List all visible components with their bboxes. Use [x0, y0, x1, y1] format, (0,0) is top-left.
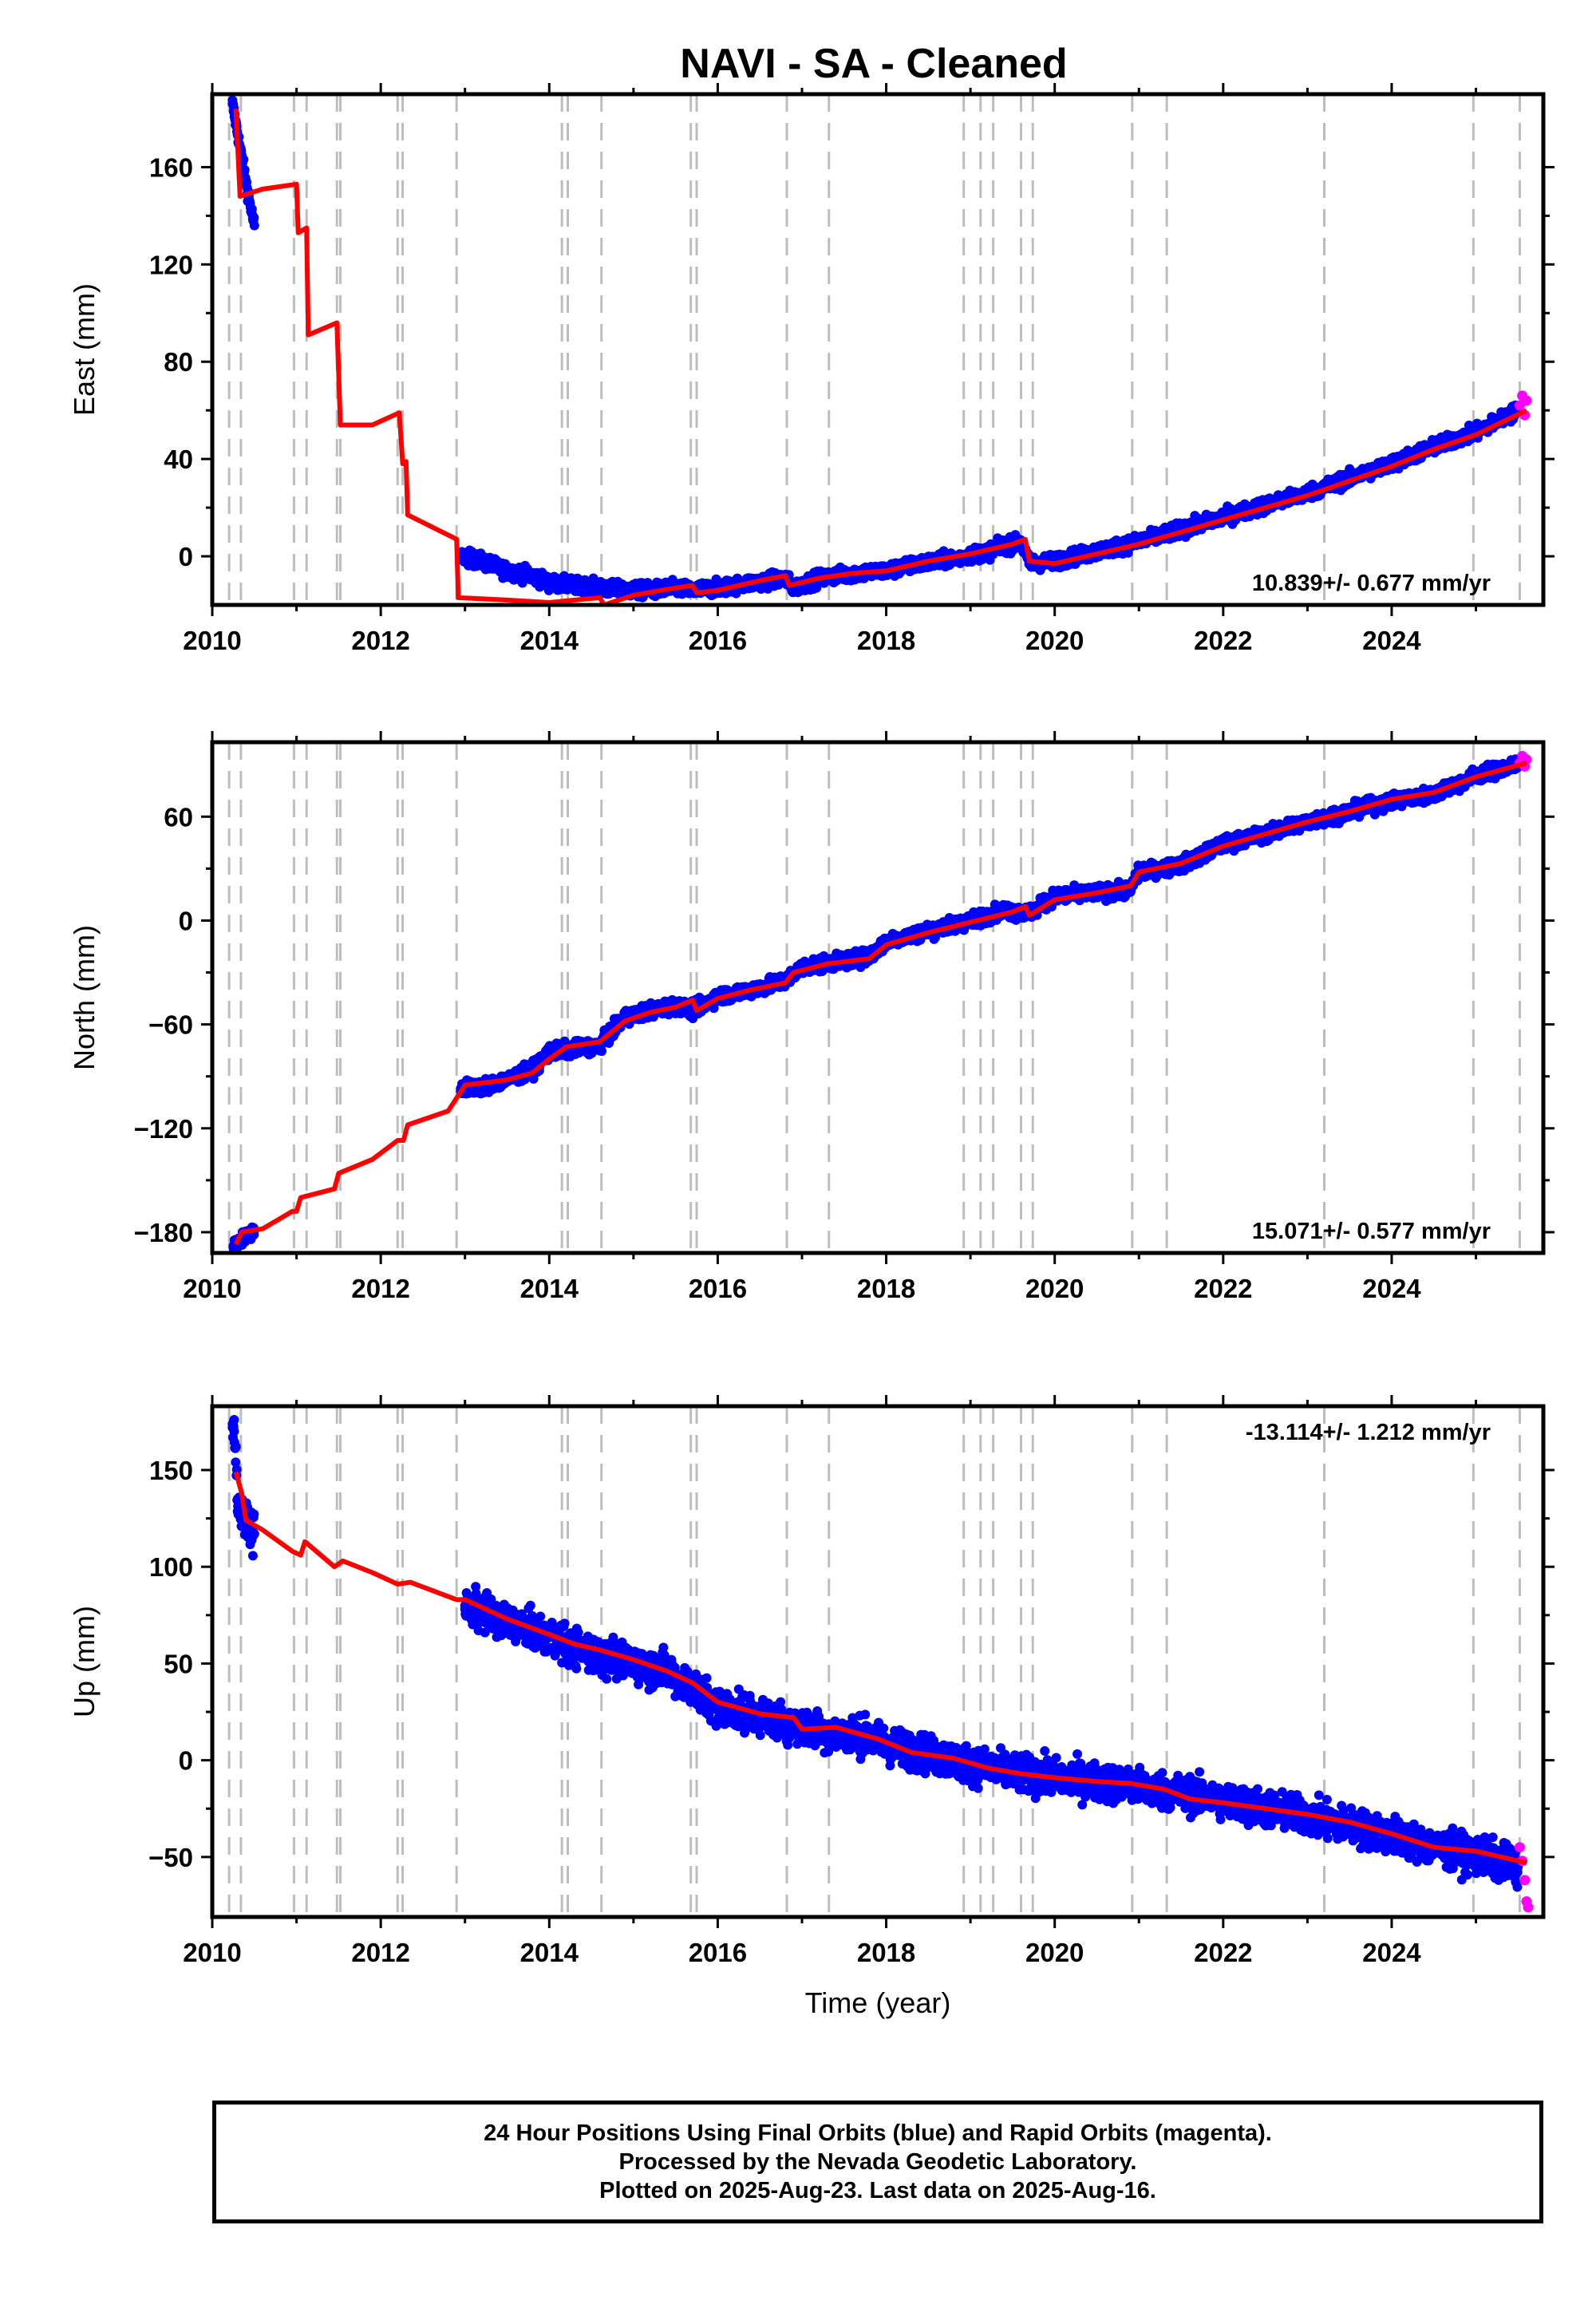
- data-point: [239, 154, 249, 164]
- y-tick-label: 120: [149, 250, 193, 279]
- final-orbit-points: [227, 95, 1523, 603]
- data-point: [239, 167, 250, 177]
- step-lines: [227, 94, 1521, 605]
- data-point: [595, 583, 605, 593]
- east-panel: 2010 2012 2014 2016 2018 2020 2022 2024 0 40 80 120…: [68, 83, 1555, 655]
- x-tick-label: 2018: [857, 626, 915, 655]
- data-point: [569, 580, 579, 591]
- chart-title: NAVI - SA - Cleaned: [680, 41, 1067, 87]
- y-axis-label: East (mm): [68, 283, 101, 416]
- x-tick-label: 2010: [183, 626, 241, 655]
- data-point: [249, 212, 259, 223]
- data-point: [249, 220, 259, 231]
- data-point: [620, 585, 630, 595]
- y-tick-label: 0: [179, 542, 193, 571]
- data-point: [476, 556, 487, 567]
- x-tick-label: 2014: [520, 626, 579, 655]
- x-tick-label: 2020: [1025, 626, 1084, 655]
- y-tick-label: 80: [164, 347, 193, 377]
- x-tick-label: 2016: [689, 626, 747, 655]
- y-axis: 0 40 80 120 160: [149, 152, 1555, 571]
- data-point: [527, 571, 538, 581]
- rapid-point: [1521, 395, 1532, 406]
- x-axis: 2010 2012 2014 2016 2018 2020 2022 2024: [183, 83, 1478, 655]
- model-line: [233, 109, 1528, 605]
- y-tick-label: 160: [149, 152, 193, 182]
- x-tick-label: 2024: [1362, 626, 1421, 655]
- x-tick-label: 2022: [1194, 626, 1252, 655]
- data-point: [502, 566, 512, 576]
- plot-frame: [210, 92, 1546, 607]
- x-tick-label: 2012: [351, 626, 409, 655]
- data-point: [227, 99, 238, 109]
- data-point: [544, 578, 555, 588]
- north-panel: 2010 2012 2014 2016 2018 2020 2022 2024−180−120…: [68, 731, 1555, 1303]
- y-tick-label: 40: [164, 445, 193, 474]
- final-orbit-points: [228, 754, 1523, 1253]
- rate-label: 10.839+/- 0.677 mm/yr: [1252, 571, 1491, 596]
